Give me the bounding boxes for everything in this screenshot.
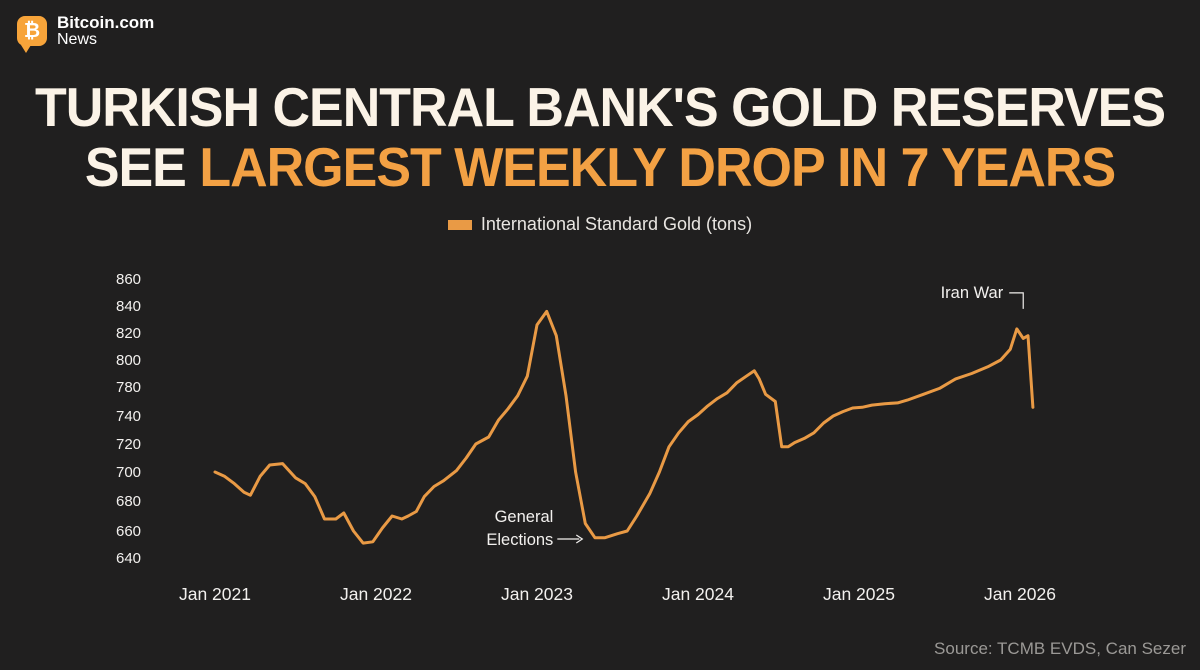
headline-line-2-wrapper: SEE LARGEST WEEKLY DROP IN 7 YEARS [0,137,1200,200]
chart-legend: International Standard Gold (tons) [0,214,1200,235]
bitcoin-logo-icon: ₿ [17,16,47,53]
brand-wordmark: Bitcoin.com News [57,14,154,48]
headline-highlight: LARGEST WEEKLY DROP IN 7 YEARS [199,137,1116,199]
y-tick-label: 840 [116,298,141,315]
headline: TURKISH CENTRAL BANK'S GOLD RESERVES [0,77,1200,139]
legend-label: International Standard Gold (tons) [480,214,753,234]
x-tick-label: Jan 2025 [823,584,895,604]
x-tick-label: Jan 2021 [179,584,251,604]
x-tick-label: Jan 2024 [662,584,734,604]
brand-name: Bitcoin.com [57,13,155,32]
annotation-leader [1009,292,1024,309]
series-line [213,309,1035,545]
annotation-label: Iran War [941,284,1004,302]
headline-line-1: TURKISH CENTRAL BANK'S GOLD RESERVES [34,77,1166,139]
x-tick-label: Jan 2022 [340,584,412,604]
y-tick-label: 780 [116,379,141,396]
annotation-label: Elections [486,531,553,549]
x-tick-label: Jan 2026 [984,584,1056,604]
y-tick-label: 660 [116,523,141,540]
y-tick-label: 680 [116,493,141,510]
y-tick-label: 860 [116,271,141,288]
y-tick-label: 640 [116,550,141,567]
brand-logo[interactable]: ₿ Bitcoin.com News [17,14,154,53]
headline-line-2: SEE LARGEST WEEKLY DROP IN 7 YEARS [0,137,1200,200]
brand-sub: News [57,31,98,48]
y-tick-label: 700 [116,464,141,481]
headline-line-2-prefix: SEE [84,137,200,199]
annotation-label: General [495,508,554,526]
annotation-arrow [575,534,584,544]
source-credit: Source: TCMB EVDS, Can Sezer [934,639,1186,658]
y-tick-label: 820 [116,325,141,342]
legend-swatch [447,219,472,230]
y-tick-label: 720 [116,436,141,453]
y-tick-label: 800 [116,352,141,369]
y-tick-label: 740 [116,408,141,425]
x-tick-label: Jan 2023 [501,584,573,604]
